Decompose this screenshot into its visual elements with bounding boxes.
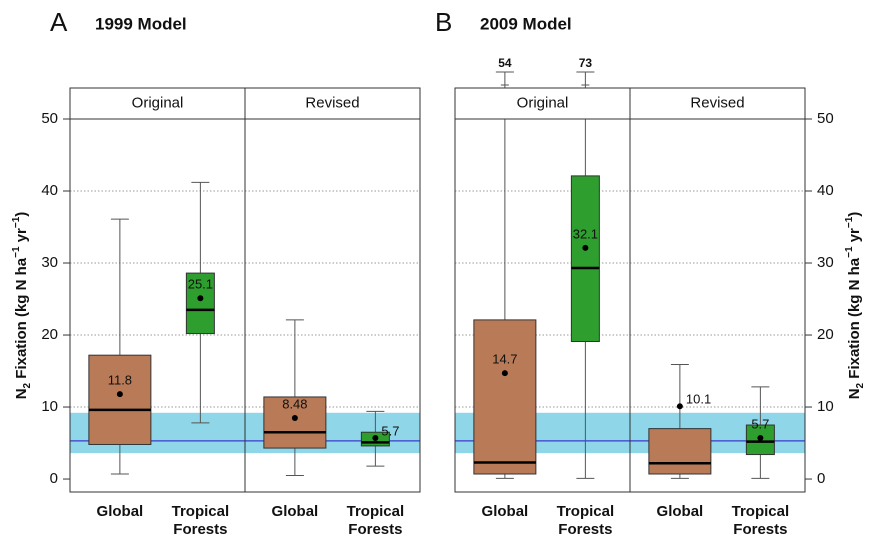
strip	[244, 87, 421, 120]
box	[648, 428, 712, 475]
x-tick-label: Global	[657, 503, 704, 520]
mean-label: 14.7	[492, 352, 517, 367]
strip-label: Original	[517, 94, 569, 111]
mean-label: 8.48	[282, 396, 307, 411]
strip-label: Revised	[305, 94, 359, 111]
x-tick-label: Forests	[348, 521, 402, 537]
x-tick-label: Global	[97, 503, 144, 520]
mean-label: 25.1	[188, 277, 213, 292]
strip-label: Original	[132, 94, 184, 111]
mean-label: 5.7	[751, 416, 769, 431]
y-axis-label-part: −1	[844, 246, 855, 258]
x-tick-label: Tropical	[347, 503, 405, 520]
y-tick-label: 20	[41, 326, 58, 343]
y-axis-label-part: Fixation (kg N ha	[846, 257, 863, 383]
whisker-high-label: 73	[579, 56, 593, 70]
y-axis-label-part: −1	[844, 216, 855, 228]
mean-label: 10.1	[686, 392, 711, 407]
x-tick-label: Forests	[173, 521, 227, 537]
mean-label: 32.1	[573, 226, 598, 241]
y-axis-label-part: N	[13, 388, 30, 399]
y-axis-label-part: −1	[11, 216, 22, 228]
mean-label: 5.7	[381, 423, 399, 438]
y-tick-label: 10	[817, 398, 834, 415]
mean-dot	[582, 244, 589, 251]
mean-dot	[116, 391, 123, 398]
x-tick-label: Global	[272, 503, 319, 520]
y-tick-label: 20	[817, 326, 834, 343]
y-axis-label-part: 2	[855, 382, 866, 388]
x-tick-label: Tropical	[172, 503, 230, 520]
y-tick-label: 10	[41, 398, 58, 415]
y-axis-label-part: )	[13, 212, 30, 217]
panel-title: 1999 Model	[95, 14, 187, 33]
y-tick-label: 30	[817, 254, 834, 271]
y-axis-label-part: N	[846, 388, 863, 399]
x-tick-label: Tropical	[557, 503, 615, 520]
panel-label: B	[435, 7, 452, 37]
y-axis-label-part: yr	[846, 228, 863, 247]
strip	[629, 87, 806, 120]
y-axis-label: N2 Fixation (kg N ha−1 yr−1)	[11, 212, 33, 400]
y-tick-label: 40	[817, 182, 834, 199]
box	[88, 354, 152, 445]
box	[473, 319, 537, 475]
strip	[69, 87, 246, 120]
mean-dot	[197, 295, 204, 302]
mean-dot	[676, 403, 683, 410]
y-tick-label: 0	[50, 470, 58, 487]
plot-frame	[454, 118, 806, 493]
y-axis-label-part: Fixation (kg N ha	[13, 257, 30, 383]
mean-dot	[291, 414, 298, 421]
strip	[454, 87, 631, 120]
y-tick-label: 0	[817, 470, 825, 487]
y-tick-label: 30	[41, 254, 58, 271]
y-axis-label-part: 2	[22, 382, 33, 388]
y-axis-label: N2 Fixation (kg N ha−1 yr−1)	[844, 212, 866, 400]
mean-label: 11.8	[108, 373, 132, 388]
mean-dot	[757, 434, 764, 441]
y-axis-label-part: )	[846, 212, 863, 217]
y-tick-label: 50	[817, 110, 834, 127]
plot-frame	[69, 118, 421, 493]
panel-label: A	[50, 7, 68, 37]
box	[263, 396, 327, 449]
whisker-high-label: 54	[498, 56, 512, 70]
y-tick-label: 50	[41, 110, 58, 127]
panel-title: 2009 Model	[480, 14, 572, 33]
strip-label: Revised	[690, 94, 744, 111]
box	[570, 175, 600, 343]
mean-dot	[372, 434, 379, 441]
box	[185, 272, 215, 335]
mean-dot	[501, 370, 508, 377]
y-tick-label: 40	[41, 182, 58, 199]
x-tick-label: Tropical	[732, 503, 790, 520]
x-tick-label: Forests	[733, 521, 787, 537]
y-axis-label-part: −1	[11, 246, 22, 258]
y-axis-label-part: yr	[13, 228, 30, 247]
x-tick-label: Global	[482, 503, 529, 520]
x-tick-label: Forests	[558, 521, 612, 537]
